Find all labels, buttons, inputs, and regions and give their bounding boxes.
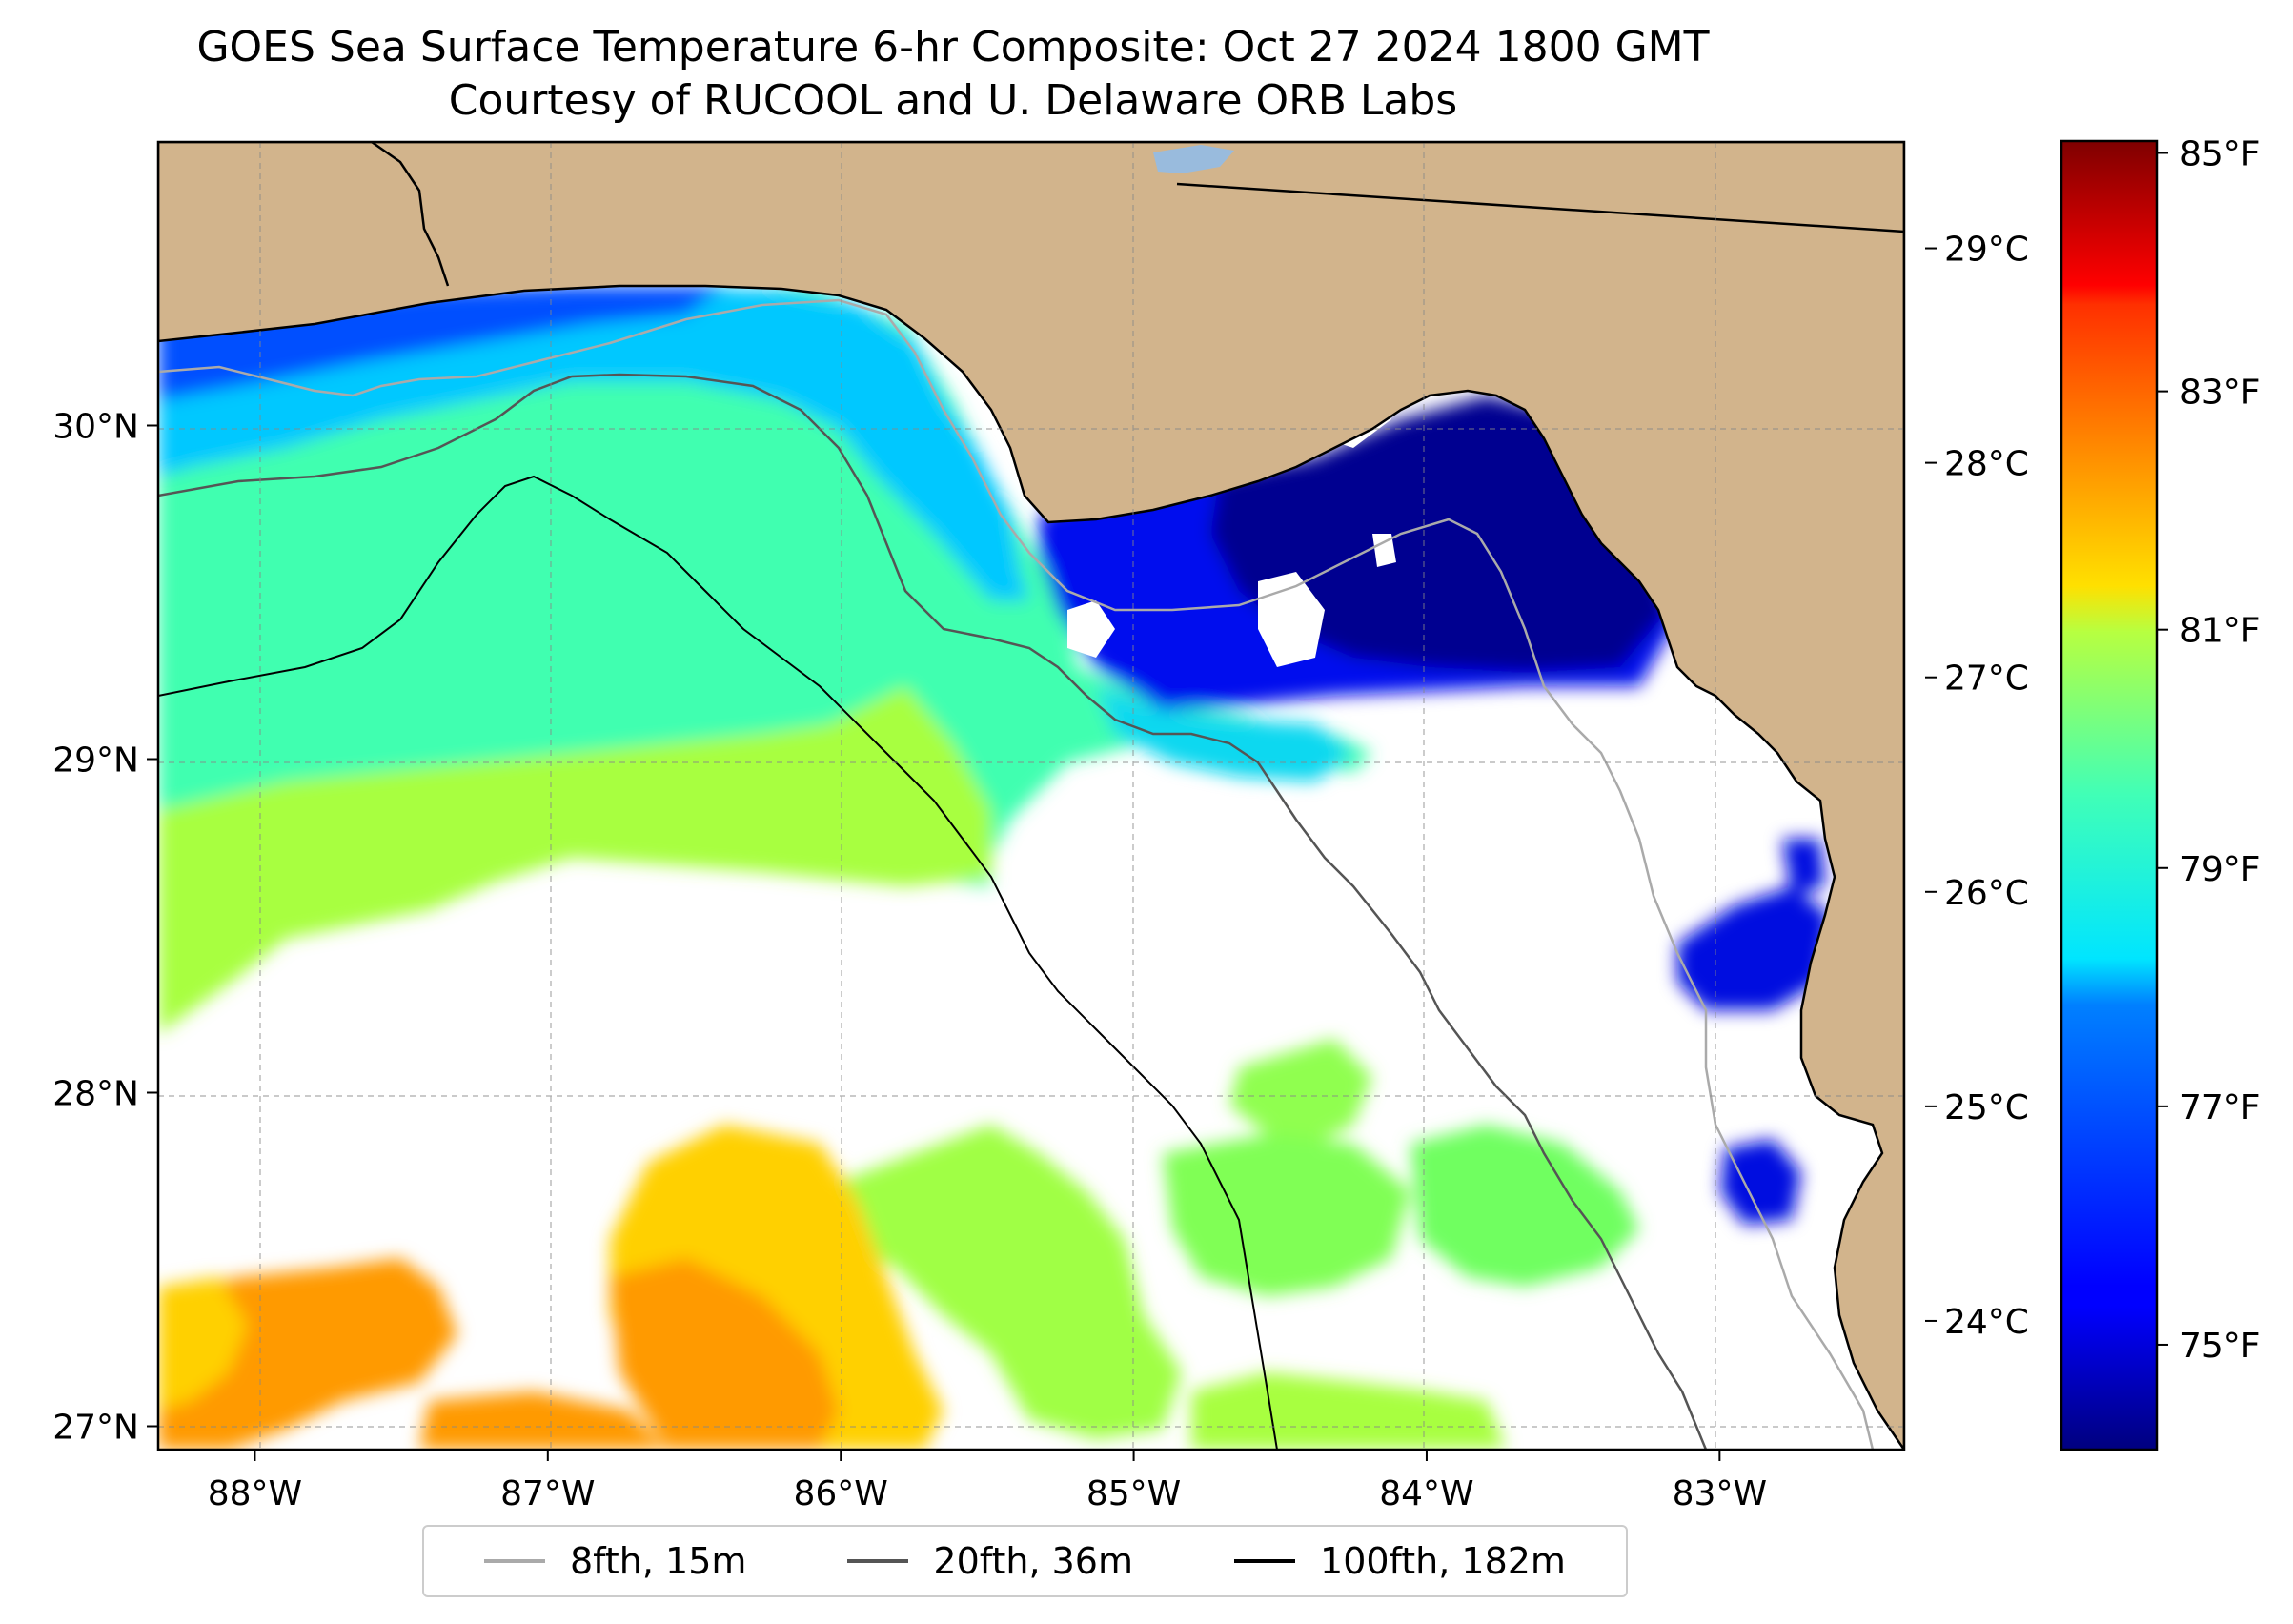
celsius-tick-label: 26°C [1944, 874, 2029, 913]
lat-tick-label: 27°N [52, 1409, 139, 1448]
legend-line-100fth [1234, 1559, 1296, 1563]
lat-tick-label: 30°N [52, 408, 139, 447]
celsius-tick-label: 24°C [1944, 1303, 2029, 1342]
legend-line-8fth [484, 1559, 545, 1563]
land [158, 142, 1904, 1450]
legend-item-8fth: 8fth, 15m [484, 1540, 746, 1582]
state-boundary-west [371, 142, 450, 287]
celsius-tick-label: 28°C [1944, 445, 2029, 484]
lat-tick-label: 29°N [52, 741, 139, 781]
lon-tick-label: 87°W [500, 1474, 595, 1513]
longitude-ticks: 88°W 87°W 86°W 85°W 84°W 83°W [208, 1450, 1767, 1513]
lon-tick-label: 83°W [1673, 1474, 1767, 1513]
title-line-2: Courtesy of RUCOOL and U. Delaware ORB L… [448, 76, 1458, 125]
legend-item-100fth: 100fth, 182m [1234, 1540, 1566, 1582]
bathymetry-contours [158, 298, 1875, 1450]
fahrenheit-tick-label: 85°F [2180, 135, 2261, 174]
lat-tick-label: 28°N [52, 1075, 139, 1114]
lon-tick-label: 88°W [208, 1474, 302, 1513]
map-frame [156, 140, 1906, 1451]
legend-line-20fth [847, 1559, 909, 1563]
title-line-1: GOES Sea Surface Temperature 6-hr Compos… [196, 23, 1710, 71]
contour-legend: 8fth, 15m 20fth, 36m 100fth, 182m [422, 1525, 1628, 1597]
lake [1153, 145, 1234, 173]
legend-label-8fth: 8fth, 15m [570, 1540, 747, 1582]
legend-label-100fth: 100fth, 182m [1320, 1540, 1566, 1582]
colorbar [2060, 139, 2159, 1451]
state-boundary [1176, 182, 1904, 233]
celsius-tick-label: 29°C [1944, 231, 2029, 270]
lon-tick-label: 84°W [1379, 1474, 1473, 1513]
colorbar-ticks: 29°C 28°C 27°C 26°C 25°C 24°C 85°F 83°F 81°F 79°F… [1925, 135, 2261, 1366]
fahrenheit-tick-label: 81°F [2180, 612, 2261, 651]
latitude-ticks: 30°N 29°N 28°N 27°N [52, 408, 158, 1448]
fahrenheit-tick-label: 83°F [2180, 374, 2261, 413]
fahrenheit-tick-label: 79°F [2180, 850, 2261, 889]
legend-item-20fth: 20fth, 36m [847, 1540, 1133, 1582]
celsius-tick-label: 25°C [1944, 1088, 2029, 1127]
legend-label-20fth: 20fth, 36m [933, 1540, 1133, 1582]
map-gridlines [158, 142, 1904, 1450]
fahrenheit-tick-label: 75°F [2180, 1327, 2261, 1366]
lon-tick-label: 86°W [793, 1474, 887, 1513]
lon-tick-label: 85°W [1086, 1474, 1181, 1513]
fahrenheit-tick-label: 77°F [2180, 1088, 2261, 1127]
celsius-tick-label: 27°C [1944, 660, 2029, 699]
